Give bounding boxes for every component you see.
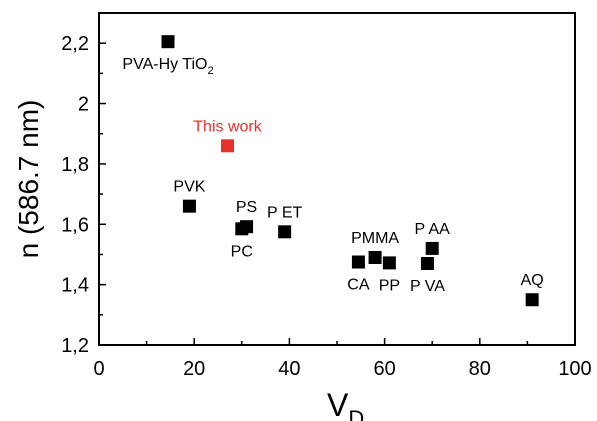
- data-points: PVA-Hy TiO2 This work PVK PS PC P ET CA PMMA PP P…: [122, 35, 544, 307]
- x-axis-label-subscript: D: [348, 406, 364, 421]
- data-point-label: PS: [236, 199, 257, 216]
- data-point-label-subscript: 2: [207, 65, 213, 77]
- data-point-label: PP: [379, 277, 400, 294]
- data-point-label: PVK: [173, 179, 205, 196]
- data-point: [425, 241, 439, 255]
- data-point: [278, 225, 292, 239]
- data-point-label: PC: [231, 243, 253, 260]
- y-tick-label: 2: [78, 94, 89, 116]
- y-tick-label: 1,2: [61, 335, 89, 357]
- x-tick-label: 40: [278, 358, 300, 380]
- x-tick-label: 80: [469, 358, 491, 380]
- y-tick-label: 1,8: [61, 154, 89, 176]
- data-point-label: PVA-Hy TiO2: [122, 56, 213, 77]
- x-tick-label: 0: [93, 358, 104, 380]
- y-tick-label: 2,2: [61, 33, 89, 55]
- data-point: [525, 293, 539, 307]
- y-axis-label: n (586.7 nm): [13, 100, 44, 259]
- data-point-label: P ET: [267, 204, 303, 221]
- data-point: [221, 139, 235, 153]
- data-point-label: P VA: [410, 278, 445, 295]
- y-tick-label: 1,6: [61, 214, 89, 236]
- data-point-label: AQ: [521, 272, 544, 289]
- data-point: [182, 199, 196, 213]
- x-tick-label: 60: [373, 358, 395, 380]
- data-point-label: This work: [193, 118, 262, 135]
- data-point-label: CA: [347, 277, 370, 294]
- data-point: [368, 250, 382, 264]
- x-tick-label: 100: [558, 358, 591, 380]
- data-point: [161, 35, 175, 49]
- data-point: [382, 256, 396, 270]
- data-point: [420, 257, 434, 271]
- y-axis-ticks: 1,2 1,4 1,6 1,8 2 2,2: [61, 33, 106, 357]
- x-axis-label: VD: [327, 387, 364, 421]
- x-tick-label: 20: [183, 358, 205, 380]
- data-point-label: P AA: [415, 221, 451, 238]
- data-point: [235, 222, 249, 236]
- data-point: [351, 255, 365, 269]
- y-tick-label: 1,4: [61, 275, 89, 297]
- data-point-label: PMMA: [351, 230, 399, 247]
- x-axis-ticks: 0 20 40 60 80 100: [93, 338, 592, 380]
